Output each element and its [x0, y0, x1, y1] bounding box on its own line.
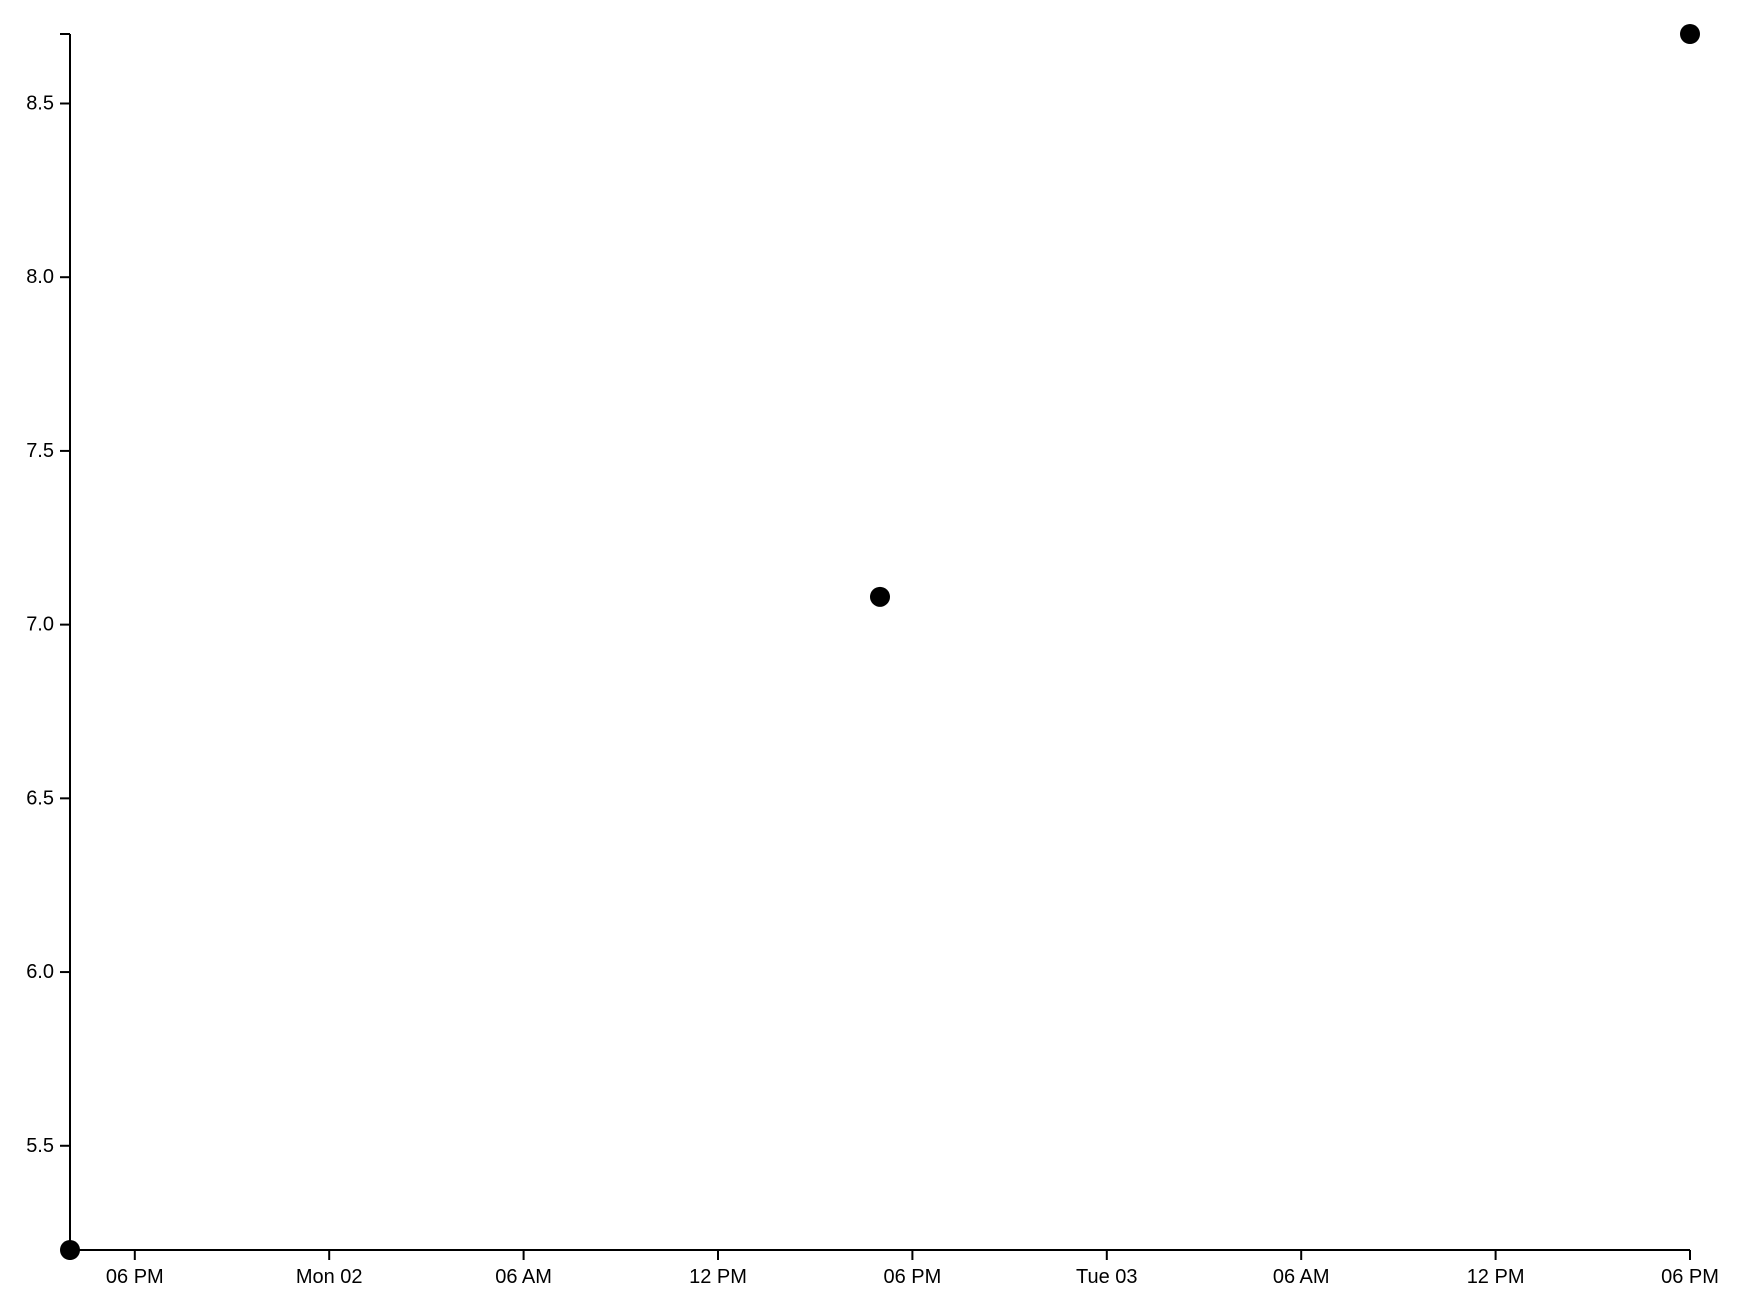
x-tick-label: Mon 02 [296, 1266, 363, 1288]
x-tick-label: Tue 03 [1076, 1266, 1138, 1288]
x-tick-label: 12 PM [1467, 1266, 1525, 1288]
x-tick-label: 06 AM [1273, 1266, 1330, 1288]
data-point [1680, 24, 1700, 44]
y-tick-label: 7.5 [26, 440, 54, 462]
y-tick-label: 8.0 [26, 266, 54, 288]
data-point [60, 1240, 80, 1260]
x-tick-label: 12 PM [689, 1266, 747, 1288]
data-point [870, 586, 890, 607]
y-tick-label: 6.0 [26, 961, 54, 983]
x-tick-label: 06 AM [495, 1266, 552, 1288]
x-ticks: 06 PM Mon 02 06 AM 12 PM 06 PM Tue 03 06 AM 12 … [69, 1250, 1719, 1288]
y-tick-label: 7.0 [26, 614, 54, 636]
x-tick-label: 06 PM [106, 1266, 164, 1288]
axes: 5.5 6.0 6.5 7.0 7.5 8.0 8.5 06 PM Mon 02 06 AM 12… [26, 33, 1719, 1288]
y-tick-label: 8.5 [26, 92, 54, 114]
y-ticks: 5.5 6.0 6.5 7.0 7.5 8.0 8.5 [26, 92, 70, 1157]
y-tick-label: 6.5 [26, 787, 54, 809]
data-points [60, 24, 1700, 1260]
x-tick-label: 06 PM [1661, 1266, 1719, 1288]
y-tick-label: 5.5 [26, 1135, 54, 1157]
x-tick-label: 06 PM [883, 1266, 941, 1288]
